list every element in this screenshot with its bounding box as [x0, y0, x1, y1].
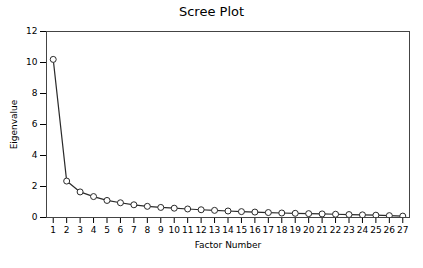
svg-text:21: 21	[316, 225, 327, 235]
svg-text:2: 2	[64, 225, 70, 235]
svg-text:15: 15	[236, 225, 247, 235]
svg-text:2: 2	[32, 181, 38, 191]
svg-text:1: 1	[50, 225, 56, 235]
svg-text:6: 6	[32, 119, 38, 129]
svg-text:10: 10	[26, 57, 38, 67]
svg-text:16: 16	[249, 225, 261, 235]
svg-text:9: 9	[158, 225, 164, 235]
svg-text:4: 4	[91, 225, 97, 235]
svg-text:17: 17	[263, 225, 274, 235]
svg-text:13: 13	[209, 225, 220, 235]
html-text:Scree Plot: Scree Plot	[179, 4, 244, 19]
svg-text:18: 18	[276, 225, 288, 235]
svg-text:Factor Number: Factor Number	[195, 240, 262, 250]
svg-text:11: 11	[182, 225, 193, 235]
svg-text:14: 14	[222, 225, 234, 235]
svg-text:12: 12	[195, 225, 206, 235]
svg-text:7: 7	[131, 225, 137, 235]
svg-text:8: 8	[32, 88, 38, 98]
svg-text:6: 6	[118, 225, 124, 235]
svg-text:24: 24	[357, 225, 369, 235]
svg-text:23: 23	[343, 225, 354, 235]
svg-text:27: 27	[397, 225, 408, 235]
svg-text:20: 20	[303, 225, 315, 235]
svg-text:10: 10	[168, 225, 180, 235]
svg-text:26: 26	[384, 225, 396, 235]
svg-text:25: 25	[370, 225, 381, 235]
svg-text:4: 4	[32, 150, 38, 160]
svg-text:0: 0	[32, 212, 38, 222]
svg-text:8: 8	[144, 225, 150, 235]
svg-text:22: 22	[330, 225, 341, 235]
svg-text:5: 5	[104, 225, 110, 235]
svg-text:12: 12	[26, 26, 37, 36]
svg-text:19: 19	[289, 225, 301, 235]
svg-text:3: 3	[77, 225, 83, 235]
svg-text:Eigenvalue: Eigenvalue	[9, 99, 19, 149]
